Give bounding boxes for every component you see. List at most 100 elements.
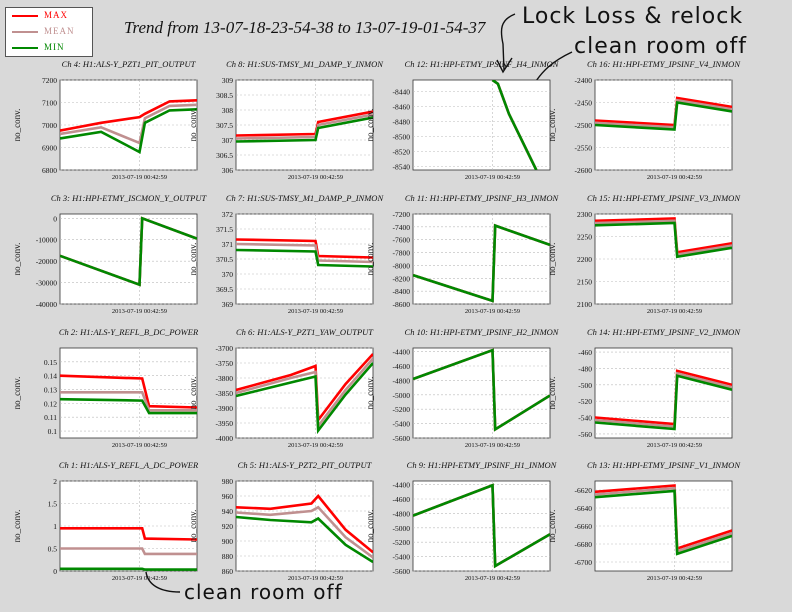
y-tick-label: -5000 <box>393 524 411 533</box>
chart-title: Ch 13: H1:HPI-ETMY_IPSINF_V1_INMON <box>587 460 741 470</box>
x-tick-label: 2013-07-19 00:42:59 <box>647 308 702 315</box>
series-line-min <box>60 216 197 287</box>
y-tick-label: -4600 <box>393 362 411 371</box>
y-tick-label: -8460 <box>393 102 411 111</box>
x-tick-label: 2013-07-19 00:42:59 <box>465 575 520 582</box>
chart-title: Ch 3: H1:HPI-ETMY_ISCMON_Y_OUTPUT <box>51 193 208 203</box>
x-tick-label: 2013-07-19 00:42:59 <box>647 174 702 181</box>
y-tick-label: -2400 <box>575 76 593 85</box>
y-tick-label: 372 <box>222 210 234 219</box>
y-axis-label: no_conv. <box>547 377 557 410</box>
x-tick-label: 2013-07-19 00:42:59 <box>288 174 343 181</box>
y-axis-label: no_conv. <box>12 510 22 543</box>
y-axis-label: no_conv. <box>365 510 375 543</box>
y-tick-label: 306.5 <box>216 151 233 160</box>
chart-panel-5: Ch 3: H1:HPI-ETMY_ISCMON_Y_OUTPUT -40000 -… <box>12 193 207 315</box>
y-tick-label: -2450 <box>575 99 593 108</box>
series-line-min <box>60 567 197 571</box>
y-tick-label: -520 <box>578 397 592 406</box>
y-tick-label: -3700 <box>216 344 234 353</box>
series-line-max <box>60 99 197 132</box>
series-line-min <box>491 80 538 170</box>
chart-panel-16: Ch 13: H1:HPI-ETMY_IPSINF_V1_INMON -6700 -… <box>547 460 741 582</box>
chart-title: Ch 15: H1:HPI-ETMY_IPSINF_V3_INMON <box>587 193 741 203</box>
plot-area <box>412 79 551 171</box>
y-tick-label: 0.1 <box>48 427 58 436</box>
y-tick-label: -8480 <box>393 117 411 126</box>
y-tick-label: -3750 <box>216 359 234 368</box>
y-tick-label: -480 <box>578 364 592 373</box>
y-tick-label: -4400 <box>393 481 411 490</box>
series-line-mean <box>60 390 197 412</box>
chart-title: Ch 14: H1:HPI-ETMY_IPSINF_V2_INMON <box>587 327 741 337</box>
y-axis-label: no_conv. <box>365 109 375 142</box>
y-tick-label: -2550 <box>575 144 593 153</box>
y-tick-label: 2250 <box>577 233 592 242</box>
y-tick-label: 6900 <box>42 144 57 153</box>
y-tick-label: 7000 <box>42 121 57 130</box>
y-tick-label: 0.15 <box>44 358 57 367</box>
y-tick-label: -6700 <box>575 558 593 567</box>
y-tick-label: 2300 <box>577 210 592 219</box>
chart-title: Ch 16: H1:HPI-ETMY_IPSINF_V4_INMON <box>587 59 741 69</box>
y-tick-label: -7200 <box>393 210 411 219</box>
y-tick-label: -500 <box>578 381 592 390</box>
chart-panel-3: Ch 12: H1:HPI-ETMY_IPSINF_H4_INMON -8540 -… <box>365 59 560 181</box>
series-line-min <box>413 223 550 303</box>
y-tick-label: -7400 <box>393 223 411 232</box>
y-tick-label: 2150 <box>577 278 592 287</box>
chart-title: Ch 1: H1:ALS-Y_REFL_A_DC_POWER <box>59 460 199 470</box>
chart-panel-1: Ch 4: H1:ALS-Y_PZT1_PIT_OUTPUT 6800 6900 70… <box>12 59 198 181</box>
series-line-min <box>595 489 732 556</box>
y-tick-label: 308.5 <box>216 91 233 100</box>
y-tick-label: -4800 <box>393 509 411 518</box>
y-tick-label: -6660 <box>575 522 593 531</box>
y-tick-label: -5600 <box>393 434 411 443</box>
y-tick-label: 307 <box>222 136 234 145</box>
chart-title: Ch 11: H1:HPI-ETMY_IPSINF_H3_INMON <box>405 193 560 203</box>
y-tick-label: -3900 <box>216 404 234 413</box>
y-tick-label: 370 <box>222 270 234 279</box>
y-tick-label: 2 <box>53 477 57 486</box>
y-tick-label: -3800 <box>216 374 234 383</box>
y-tick-label: 0 <box>53 567 57 576</box>
y-tick-label: 1.5 <box>48 500 58 509</box>
y-tick-label: -5000 <box>393 391 411 400</box>
chart-panel-6: Ch 7: H1:SUS-TMSY_M1_DAMP_P_INMON 369 369.… <box>188 193 384 315</box>
legend-label-max: MAX <box>44 10 69 20</box>
y-axis-label: no_conv. <box>12 243 22 276</box>
y-axis-label: no_conv. <box>12 377 22 410</box>
y-tick-label: -7800 <box>393 249 411 258</box>
series-line-min <box>236 116 373 143</box>
legend-item-max: MAX <box>6 8 92 24</box>
chart-panel-2: Ch 8: H1:SUS-TMSY_M1_DAMP_Y_INMON 306 306.… <box>188 59 384 181</box>
y-tick-label: 0.14 <box>44 372 57 381</box>
y-tick-label: 308 <box>222 106 234 115</box>
y-tick-label: -2500 <box>575 121 593 130</box>
y-axis-label: no_conv. <box>547 109 557 142</box>
x-tick-label: 2013-07-19 00:42:59 <box>288 442 343 449</box>
y-tick-label: -6620 <box>575 486 593 495</box>
chart-title: Ch 9: H1:HPI-ETMY_IPSINF_H1_INMON <box>407 460 558 470</box>
chart-title: Ch 10: H1:HPI-ETMY_IPSINF_H2_INMON <box>405 327 560 337</box>
plot-area <box>412 480 551 572</box>
series-line-mean <box>60 547 197 556</box>
series-line-min <box>60 108 197 154</box>
y-tick-label: 369 <box>222 300 234 309</box>
y-axis-label: no_conv. <box>365 243 375 276</box>
y-tick-label: -540 <box>578 414 592 423</box>
y-tick-label: -6680 <box>575 540 593 549</box>
y-tick-label: 2100 <box>577 300 592 309</box>
legend-item-min: MIN <box>6 40 92 56</box>
chart-title: Ch 5: H1:ALS-Y_PZT2_PIT_OUTPUT <box>238 460 373 470</box>
y-tick-label: -8440 <box>393 87 411 96</box>
handwritten-annotation-top-1: Lock Loss & relock <box>522 4 744 29</box>
y-tick-label: -460 <box>578 348 592 357</box>
y-tick-label: -5200 <box>393 538 411 547</box>
y-axis-label: no_conv. <box>188 109 198 142</box>
x-tick-label: 2013-07-19 00:42:59 <box>288 308 343 315</box>
y-tick-label: 1 <box>53 522 57 531</box>
x-tick-label: 2013-07-19 00:42:59 <box>465 174 520 181</box>
